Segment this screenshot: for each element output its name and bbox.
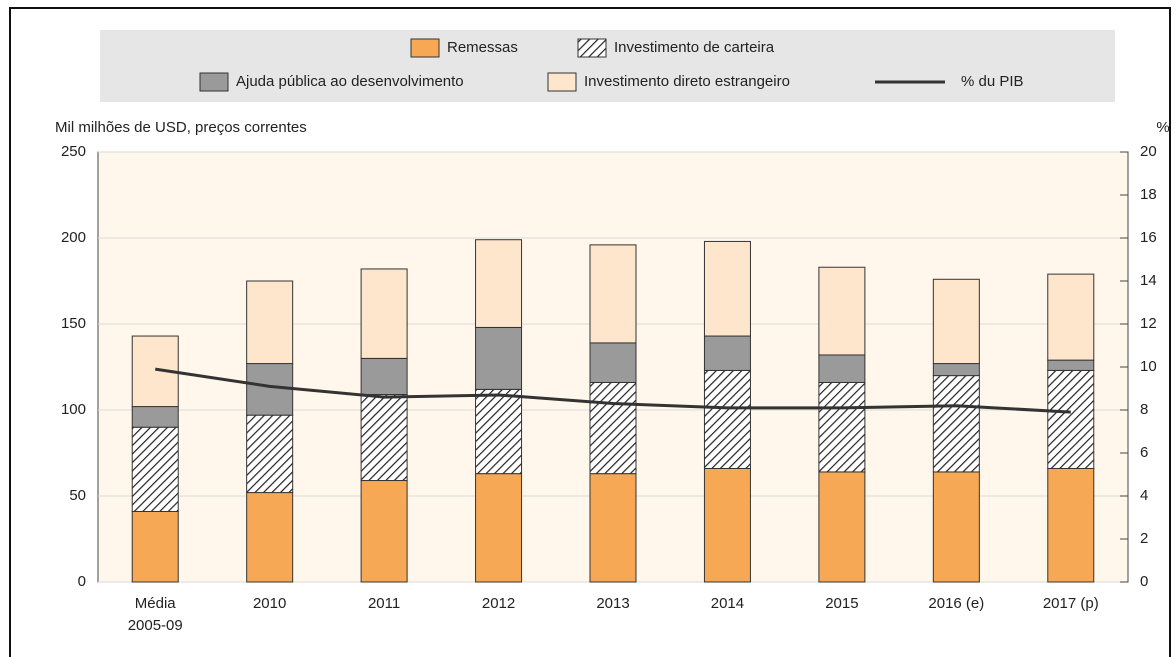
bar <box>131 406 179 428</box>
y-tick-label: 150 <box>61 315 86 332</box>
bar <box>703 335 751 371</box>
x-tick-label: 2017 (p) <box>1043 595 1099 612</box>
y2-tick-label: 14 <box>1140 272 1157 289</box>
bar <box>589 244 637 344</box>
y-axis-label: Mil milhões de USD, preços correntes <box>55 119 307 136</box>
x-tick-label: 2016 (e) <box>928 595 984 612</box>
x-tick-label: 2012 <box>482 595 515 612</box>
frame <box>9 7 1171 657</box>
bar <box>818 381 866 473</box>
y2-tick-label: 18 <box>1140 186 1157 203</box>
bar <box>589 381 637 475</box>
y2-tick-label: 6 <box>1140 444 1148 461</box>
bar <box>246 414 294 494</box>
bar <box>932 375 980 473</box>
bar <box>932 363 980 377</box>
x-tick-label: 2014 <box>711 595 744 612</box>
legend-swatch <box>547 72 577 92</box>
y2-tick-label: 8 <box>1140 401 1148 418</box>
bar <box>131 510 179 583</box>
bar <box>703 240 751 337</box>
y-tick-label: 0 <box>78 573 86 590</box>
legend-label: Remessas <box>447 39 518 56</box>
bar <box>246 492 294 583</box>
y2-axis-label: % <box>1156 119 1169 136</box>
bar <box>589 473 637 583</box>
y2-tick-label: 10 <box>1140 358 1157 375</box>
legend-swatch <box>577 38 607 58</box>
bar <box>703 467 751 583</box>
bar <box>818 354 866 383</box>
bar <box>246 280 294 365</box>
bar <box>1047 467 1095 583</box>
x-tick-label: 2015 <box>825 595 858 612</box>
y2-tick-label: 12 <box>1140 315 1157 332</box>
bar <box>932 471 980 583</box>
x-tick-label: Média 2005-09 <box>128 595 183 634</box>
x-tick-label: 2013 <box>596 595 629 612</box>
bar <box>360 268 408 359</box>
legend-label: Investimento direto estrangeiro <box>584 73 790 90</box>
x-tick-label: 2011 <box>368 595 400 612</box>
y-tick-label: 50 <box>69 487 86 504</box>
bar <box>818 266 866 356</box>
y-tick-label: 200 <box>61 229 86 246</box>
y-tick-label: 250 <box>61 143 86 160</box>
legend-swatch <box>199 72 229 92</box>
bar <box>475 473 523 583</box>
line <box>154 367 1071 414</box>
bar <box>932 278 980 365</box>
bar <box>475 388 523 475</box>
bar <box>1047 369 1095 469</box>
bar <box>475 239 523 328</box>
y-tick-label: 100 <box>61 401 86 418</box>
y2-tick-label: 0 <box>1140 573 1148 590</box>
x-tick-label: 2010 <box>253 595 286 612</box>
bar <box>818 471 866 583</box>
y2-tick-label: 16 <box>1140 229 1157 246</box>
y2-tick-label: 20 <box>1140 143 1157 160</box>
legend-label: % du PIB <box>961 73 1024 90</box>
bar <box>360 357 408 396</box>
bar <box>1047 273 1095 361</box>
legend-label: Ajuda pública ao desenvolvimento <box>236 73 464 90</box>
bar <box>475 326 523 390</box>
legend-swatch <box>410 38 440 58</box>
bar <box>131 426 179 512</box>
legend-label: Investimento de carteira <box>614 39 775 56</box>
bar <box>360 394 408 482</box>
bar <box>1047 359 1095 371</box>
bar <box>589 342 637 383</box>
y2-tick-label: 2 <box>1140 530 1148 547</box>
bar <box>360 480 408 583</box>
legend-box <box>100 30 1115 102</box>
bar <box>703 369 751 469</box>
y2-tick-label: 4 <box>1140 487 1148 504</box>
